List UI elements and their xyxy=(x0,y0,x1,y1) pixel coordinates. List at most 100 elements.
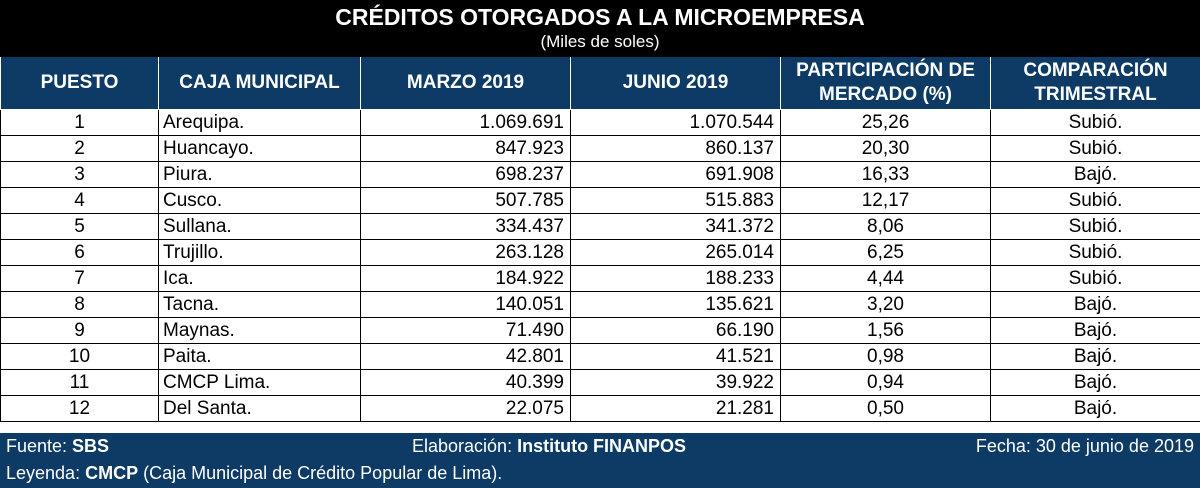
cell-marzo: 184.922 xyxy=(360,265,571,292)
elaboration-value: Instituto FINANPOS xyxy=(517,436,687,456)
cell-marzo: 698.237 xyxy=(360,161,571,188)
table-row: 12 Del Santa. 22.075 21.281 0,50 Bajó. xyxy=(0,395,1200,422)
legend-note: Leyenda: CMCP (Caja Municipal de Crédito… xyxy=(6,460,502,487)
table-row: 11 CMCP Lima. 40.399 39.922 0,94 Bajó. xyxy=(0,369,1200,396)
cell-comparacion: Bajó. xyxy=(990,317,1200,344)
cell-junio: 21.281 xyxy=(570,395,781,422)
source-label: Fuente: xyxy=(6,436,73,456)
cell-marzo: 847.923 xyxy=(360,135,571,162)
cell-comparacion: Bajó. xyxy=(990,343,1200,370)
column-header-comparacion: COMPARACIÓN TRIMESTRAL xyxy=(990,57,1200,110)
cell-caja: Cusco. xyxy=(158,187,361,214)
cell-caja: Ica. xyxy=(158,265,361,292)
cell-caja: Huancayo. xyxy=(158,135,361,162)
cell-caja: Tacna. xyxy=(158,291,361,318)
table-row: 8 Tacna. 140.051 135.621 3,20 Bajó. xyxy=(0,291,1200,318)
table-row: 6 Trujillo. 263.128 265.014 6,25 Subió. xyxy=(0,239,1200,266)
date-note: Fecha: 30 de junio de 2019 xyxy=(975,436,1194,456)
table-row: 9 Maynas. 71.490 66.190 1,56 Bajó. xyxy=(0,317,1200,344)
cell-caja: Trujillo. xyxy=(158,239,361,266)
cell-marzo: 140.051 xyxy=(360,291,571,318)
column-header-marzo: MARZO 2019 xyxy=(360,57,571,110)
elaboration-label: Elaboración: xyxy=(412,436,518,456)
cell-junio: 39.922 xyxy=(570,369,781,396)
cell-comparacion: Bajó. xyxy=(990,395,1200,422)
cell-caja: Maynas. xyxy=(158,317,361,344)
cell-junio: 860.137 xyxy=(570,135,781,162)
cell-marzo: 40.399 xyxy=(360,369,571,396)
cell-puesto: 1 xyxy=(0,109,159,136)
cell-marzo: 334.437 xyxy=(360,213,571,240)
table-row: 10 Paita. 42.801 41.521 0,98 Bajó. xyxy=(0,343,1200,370)
table-row: 1 Arequipa. 1.069.691 1.070.544 25,26 Subió. xyxy=(0,109,1200,136)
column-header-participacion: PARTICIPACIÓN DE MERCADO (%) xyxy=(780,57,991,110)
cell-caja: Paita. xyxy=(158,343,361,370)
cell-puesto: 6 xyxy=(0,239,159,266)
source-note: Fuente: SBS xyxy=(6,433,109,460)
cell-puesto: 8 xyxy=(0,291,159,318)
cell-marzo: 42.801 xyxy=(360,343,571,370)
table-row: 2 Huancayo. 847.923 860.137 20,30 Subió. xyxy=(0,135,1200,162)
cell-junio: 265.014 xyxy=(570,239,781,266)
legend-label: Leyenda: xyxy=(6,463,86,483)
cell-puesto: 4 xyxy=(0,187,159,214)
legend-abbr: CMCP xyxy=(85,463,139,483)
column-header-puesto: PUESTO xyxy=(0,57,159,110)
table-row: 3 Piura. 698.237 691.908 16,33 Bajó. xyxy=(0,161,1200,188)
cell-junio: 341.372 xyxy=(570,213,781,240)
cell-comparacion: Subió. xyxy=(990,135,1200,162)
cell-participacion: 12,17 xyxy=(780,187,991,214)
source-value: SBS xyxy=(72,436,110,456)
cell-participacion: 1,56 xyxy=(780,317,991,344)
cell-puesto: 2 xyxy=(0,135,159,162)
table-row: 4 Cusco. 507.785 515.883 12,17 Subió. xyxy=(0,187,1200,214)
credits-table: PUESTO CAJA MUNICIPAL MARZO 2019 JUNIO 2… xyxy=(0,57,1200,422)
title-banner: CRÉDITOS OTORGADOS A LA MICROEMPRESA (Mi… xyxy=(0,0,1200,57)
cell-comparacion: Bajó. xyxy=(990,291,1200,318)
footer-row-source: Fuente: SBS Elaboración: Instituto FINAN… xyxy=(0,433,1200,460)
cell-comparacion: Subió. xyxy=(990,265,1200,292)
cell-comparacion: Subió. xyxy=(990,187,1200,214)
cell-participacion: 8,06 xyxy=(780,213,991,240)
table-body: 1 Arequipa. 1.069.691 1.070.544 25,26 Subió. 2… xyxy=(0,109,1200,422)
cell-participacion: 0,50 xyxy=(780,395,991,422)
cell-junio: 135.621 xyxy=(570,291,781,318)
cell-participacion: 4,44 xyxy=(780,265,991,292)
cell-puesto: 7 xyxy=(0,265,159,292)
cell-junio: 1.070.544 xyxy=(570,109,781,136)
cell-comparacion: Subió. xyxy=(990,239,1200,266)
cell-caja: Del Santa. xyxy=(158,395,361,422)
cell-marzo: 1.069.691 xyxy=(360,109,571,136)
cell-junio: 515.883 xyxy=(570,187,781,214)
footer-row-legend: Leyenda: CMCP (Caja Municipal de Crédito… xyxy=(0,460,1200,487)
cell-caja: Sullana. xyxy=(158,213,361,240)
cell-puesto: 10 xyxy=(0,343,159,370)
cell-puesto: 5 xyxy=(0,213,159,240)
cell-puesto: 11 xyxy=(0,369,159,396)
column-header-caja: CAJA MUNICIPAL xyxy=(158,57,361,110)
legend-text: (Caja Municipal de Crédito Popular de Li… xyxy=(138,463,503,483)
cell-junio: 188.233 xyxy=(570,265,781,292)
cell-puesto: 9 xyxy=(0,317,159,344)
table-row: 5 Sullana. 334.437 341.372 8,06 Subió. xyxy=(0,213,1200,240)
cell-marzo: 22.075 xyxy=(360,395,571,422)
cell-marzo: 507.785 xyxy=(360,187,571,214)
cell-comparacion: Bajó. xyxy=(990,161,1200,188)
cell-comparacion: Subió. xyxy=(990,109,1200,136)
cell-puesto: 12 xyxy=(0,395,159,422)
cell-marzo: 263.128 xyxy=(360,239,571,266)
elaboration-note: Elaboración: Instituto FINANPOS xyxy=(412,433,686,460)
page-title: CRÉDITOS OTORGADOS A LA MICROEMPRESA xyxy=(335,4,865,30)
cell-junio: 66.190 xyxy=(570,317,781,344)
cell-participacion: 0,94 xyxy=(780,369,991,396)
cell-participacion: 25,26 xyxy=(780,109,991,136)
cell-junio: 691.908 xyxy=(570,161,781,188)
cell-junio: 41.521 xyxy=(570,343,781,370)
cell-participacion: 0,98 xyxy=(780,343,991,370)
table-header-row: PUESTO CAJA MUNICIPAL MARZO 2019 JUNIO 2… xyxy=(0,57,1200,110)
footer: Fuente: SBS Elaboración: Instituto FINAN… xyxy=(0,433,1200,488)
cell-comparacion: Subió. xyxy=(990,213,1200,240)
cell-caja: Arequipa. xyxy=(158,109,361,136)
cell-caja: Piura. xyxy=(158,161,361,188)
